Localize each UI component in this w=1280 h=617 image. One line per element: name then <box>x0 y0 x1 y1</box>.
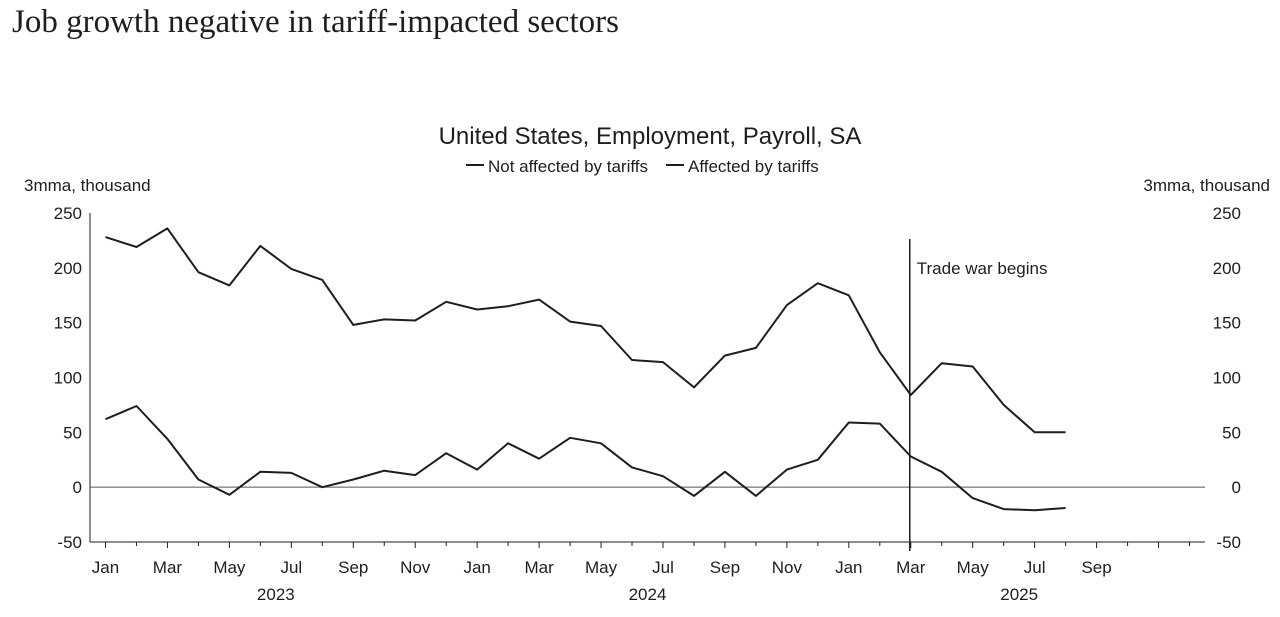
y-tick-label-right: 150 <box>1213 314 1241 333</box>
x-tick-label: Jan <box>92 558 119 577</box>
y-tick-label-right: 0 <box>1232 478 1241 497</box>
year-label: 2025 <box>1000 585 1038 604</box>
y-tick-label-left: 200 <box>54 259 82 278</box>
x-tick-label: May <box>585 558 618 577</box>
y-tick-label-left: 50 <box>63 423 82 442</box>
year-label: 2023 <box>257 585 295 604</box>
y-tick-label-right: 200 <box>1213 259 1241 278</box>
trade-war-annotation: Trade war begins <box>917 259 1048 278</box>
x-tick-label: Sep <box>1081 558 1111 577</box>
y-tick-label-left: -50 <box>57 533 82 552</box>
y-tick-label-left: 100 <box>54 369 82 388</box>
legend: Not affected by tariffs Affected by tari… <box>466 157 819 176</box>
y-tick-label-right: 50 <box>1222 423 1241 442</box>
x-tick-label: Jan <box>463 558 490 577</box>
series-line-affected <box>105 405 1066 512</box>
x-tick-label: Nov <box>772 558 803 577</box>
y-tick-label-left: 0 <box>73 478 82 497</box>
year-label: 2024 <box>629 585 667 604</box>
y-tick-label-left: 250 <box>54 204 82 223</box>
x-tick-label: Jul <box>1024 558 1046 577</box>
x-tick-label: Nov <box>400 558 431 577</box>
y-tick-label-right: 250 <box>1213 204 1241 223</box>
x-tick-label: Mar <box>524 558 554 577</box>
y-axis-label-right: 3mma, thousand <box>1143 176 1270 195</box>
x-tick-label: Sep <box>338 558 368 577</box>
y-tick-label-right: 100 <box>1213 369 1241 388</box>
y-tick-label-left: 150 <box>54 314 82 333</box>
legend-label-not-affected: Not affected by tariffs <box>488 157 648 176</box>
headline: Job growth negative in tariff-impacted s… <box>12 4 619 40</box>
x-tick-label: Mar <box>896 558 926 577</box>
x-tick-label: Jul <box>652 558 674 577</box>
x-tick-label: Jul <box>280 558 302 577</box>
legend-label-affected: Affected by tariffs <box>688 157 819 176</box>
x-tick-label: May <box>957 558 990 577</box>
x-tick-label: May <box>213 558 246 577</box>
y-tick-label-right: -50 <box>1216 533 1241 552</box>
x-tick-label: Mar <box>153 558 183 577</box>
y-axis-label-left: 3mma, thousand <box>24 176 151 195</box>
series-line-not-affected <box>105 227 1066 434</box>
x-tick-label: Sep <box>710 558 740 577</box>
chart-title: United States, Employment, Payroll, SA <box>439 123 862 150</box>
x-tick-label: Jan <box>835 558 862 577</box>
